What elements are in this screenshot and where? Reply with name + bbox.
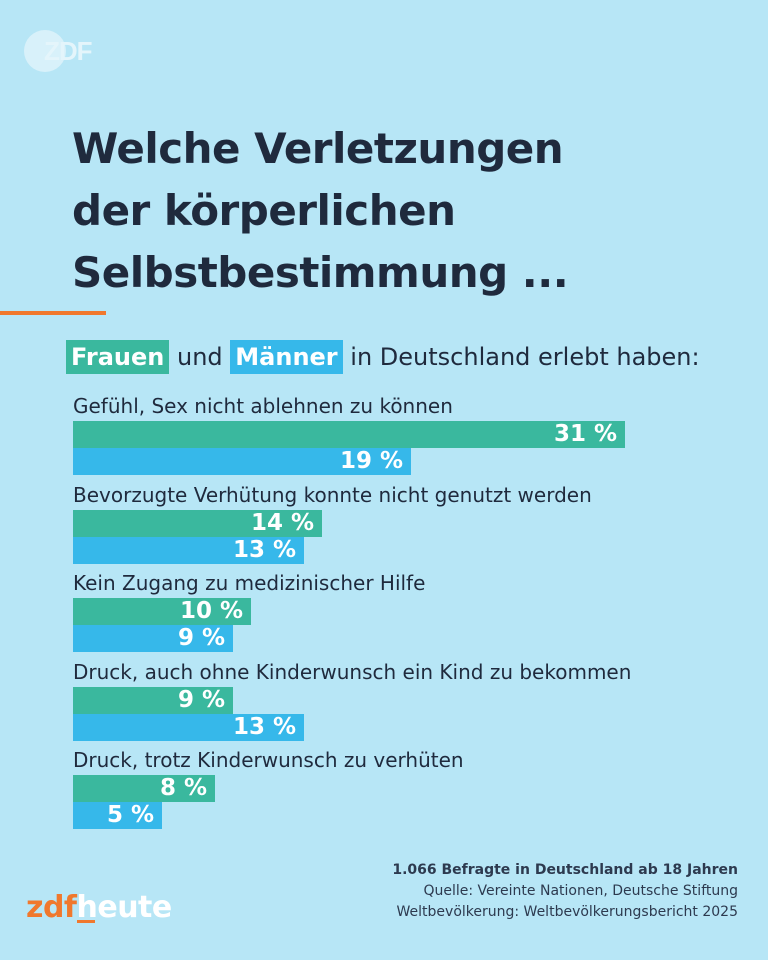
- brand-heute: heute: [76, 890, 173, 925]
- bar-men: 13 %: [73, 536, 304, 564]
- bar-women: 31 %: [73, 421, 625, 448]
- bar-value-label: 5 %: [106, 802, 154, 828]
- accent-divider: [0, 311, 106, 315]
- footer-note: 1.066 Befragte in Deutschland ab 18 Jahr…: [278, 860, 738, 923]
- bar-value-label: 13 %: [232, 713, 296, 740]
- zdf-logo: ZDF: [24, 28, 104, 72]
- bar-value-label: 10 %: [179, 598, 243, 624]
- title-line-2: der körperlichen: [72, 186, 456, 235]
- chart-title: Welche Verletzungen der körperlichen Sel…: [72, 118, 712, 304]
- category-label: Gefühl, Sex nicht ablehnen zu können: [73, 394, 453, 418]
- bar-value-label: 9 %: [177, 686, 225, 713]
- category-label: Druck, trotz Kinderwunsch zu verhüten: [73, 748, 464, 772]
- bar-value-label: 19 %: [339, 448, 403, 474]
- brand-heute-text: heute: [76, 890, 173, 925]
- title-line-3: Selbstbestimmung ...: [72, 248, 569, 297]
- bar-value-label: 9 %: [177, 625, 225, 651]
- title-line-1: Welche Verletzungen: [72, 124, 564, 173]
- source-line-1: Quelle: Vereinte Nationen, Deutsche Stif…: [423, 883, 738, 899]
- bar-value-label: 8 %: [159, 775, 207, 801]
- category-label: Kein Zugang zu medizinischer Hilfe: [73, 571, 426, 595]
- zdf-logo-circle: [24, 30, 66, 72]
- zdfheute-logo: zdfheute: [26, 888, 172, 928]
- subtitle-rest: in Deutschland erlebt haben:: [350, 343, 700, 371]
- bar-women: 9 %: [73, 686, 233, 714]
- bar-women: 8 %: [73, 775, 215, 802]
- chart-subtitle: Frauen und Männer in Deutschland erlebt …: [66, 339, 700, 375]
- bar-men: 19 %: [73, 448, 411, 475]
- legend-men: Männer: [230, 340, 343, 374]
- bar-value-label: 31 %: [553, 421, 617, 447]
- category-label: Bevorzugte Verhütung konnte nicht genutz…: [73, 482, 592, 507]
- bar-women: 10 %: [73, 598, 251, 625]
- brand-underscore: [76, 920, 95, 923]
- bar-men: 9 %: [73, 625, 233, 652]
- zdf-logo-text: ZDF: [44, 36, 93, 66]
- bar-men: 5 %: [73, 802, 162, 829]
- category-label: Druck, auch ohne Kinderwunsch ein Kind z…: [73, 659, 632, 684]
- bar-men: 13 %: [73, 713, 304, 741]
- bar-value-label: 14 %: [250, 509, 314, 536]
- source-line-2: Weltbevölkerung: Weltbevölkerungsbericht…: [396, 904, 738, 920]
- bar-value-label: 13 %: [232, 536, 296, 563]
- brand-zdf: zdf: [26, 890, 77, 925]
- sample-note: 1.066 Befragte in Deutschland ab 18 Jahr…: [392, 862, 738, 878]
- bar-women: 14 %: [73, 509, 322, 537]
- legend-women: Frauen: [66, 340, 170, 374]
- subtitle-connector: und: [176, 343, 223, 371]
